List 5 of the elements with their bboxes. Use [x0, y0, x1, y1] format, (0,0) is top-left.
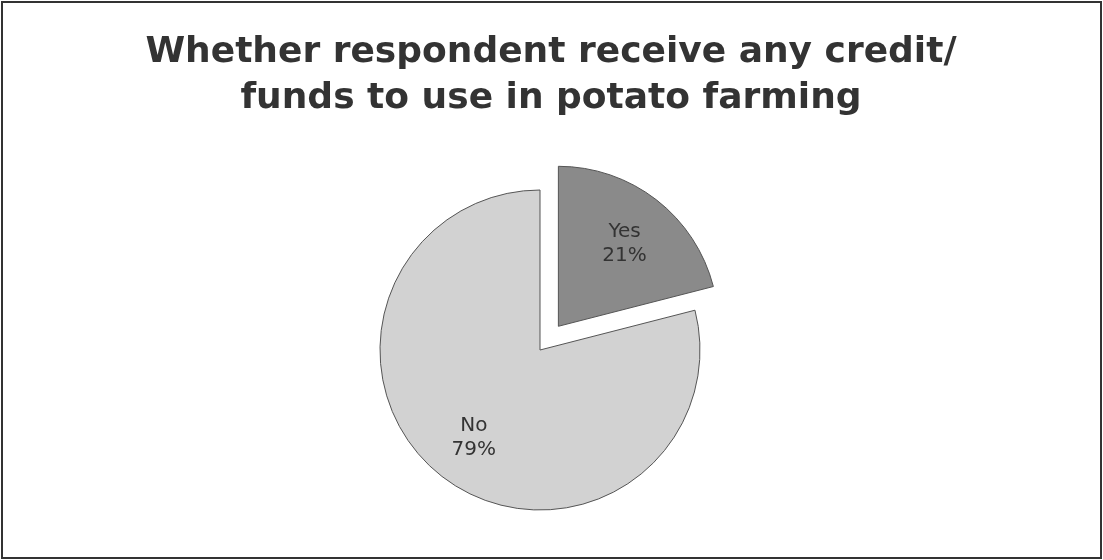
- chart-title: Whether respondent receive any credit/ funds to use in potato farming: [145, 29, 958, 116]
- data-label: 79%: [451, 436, 497, 461]
- slice-label: Yes: [607, 217, 641, 242]
- slice-label: No: [460, 412, 488, 437]
- data-label: 21%: [602, 241, 647, 266]
